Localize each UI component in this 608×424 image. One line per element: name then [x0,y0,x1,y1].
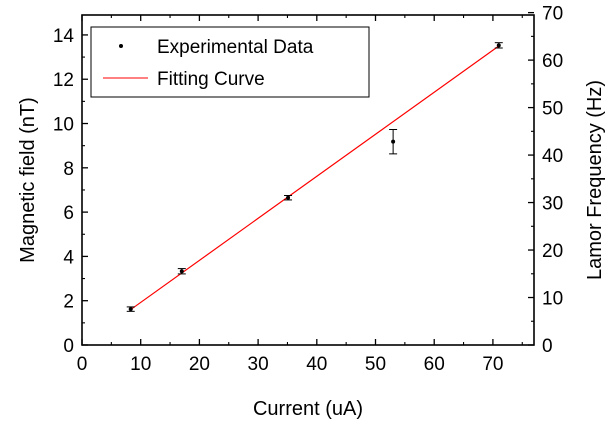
y-right-tick-label: 0 [542,336,553,357]
fitting-curve-layer [130,45,500,311]
y-right-tick-label: 60 [542,51,563,72]
x-tick-label: 50 [365,354,386,375]
y-right-tick-label: 10 [542,289,563,310]
y-left-tick-label: 14 [53,26,75,47]
data-point [128,307,133,312]
legend-label-experimental: Experimental Data [157,37,314,58]
y-axis-left-label: Magnetic field (nT) [17,97,39,263]
x-tick-label: 10 [130,354,151,375]
plot-area [81,14,535,346]
y-left-tick-label: 12 [53,70,74,91]
y-left-tick-label: 6 [63,203,74,224]
x-tick-label: 70 [482,354,503,375]
y-right-tick-label: 40 [542,146,563,167]
plot-frame [81,14,535,346]
x-tick-label: 0 [77,354,88,375]
y-axis-right-ticks: 0 10 20 30 40 50 60 70 [528,4,563,357]
data-point [286,195,291,200]
data-point [179,269,184,274]
y-left-tick-label: 4 [63,247,74,268]
x-tick-label: 40 [306,354,327,375]
data-point [496,43,501,48]
y-left-tick-label: 0 [63,336,74,357]
x-tick-label: 20 [189,354,210,375]
y-axis-right-label: Lamor Frequency (Hz) [584,80,606,280]
x-axis-ticks: 0 10 20 30 40 50 60 70 [77,15,523,375]
y-left-tick-label: 10 [53,115,74,136]
legend: Experimental Data Fitting Curve [90,26,370,98]
y-left-tick-label: 2 [63,292,74,313]
y-right-tick-label: 30 [542,194,563,215]
y-right-tick-label: 20 [542,241,563,262]
y-axis-left-ticks: 0 2 4 6 8 10 12 14 [53,26,88,357]
x-tick-label: 60 [424,354,445,375]
fitting-curve-line [130,45,500,311]
legend-box [90,26,370,98]
x-tick-label: 30 [248,354,269,375]
legend-marker-experimental [119,44,123,48]
legend-label-fitting: Fitting Curve [157,69,265,90]
y-left-tick-label: 8 [63,159,74,180]
y-right-tick-label: 50 [542,99,563,120]
y-right-tick-label: 70 [542,4,563,25]
data-point [391,139,396,144]
data-points-layer [126,42,503,312]
x-axis-label: Current (uA) [253,398,363,420]
